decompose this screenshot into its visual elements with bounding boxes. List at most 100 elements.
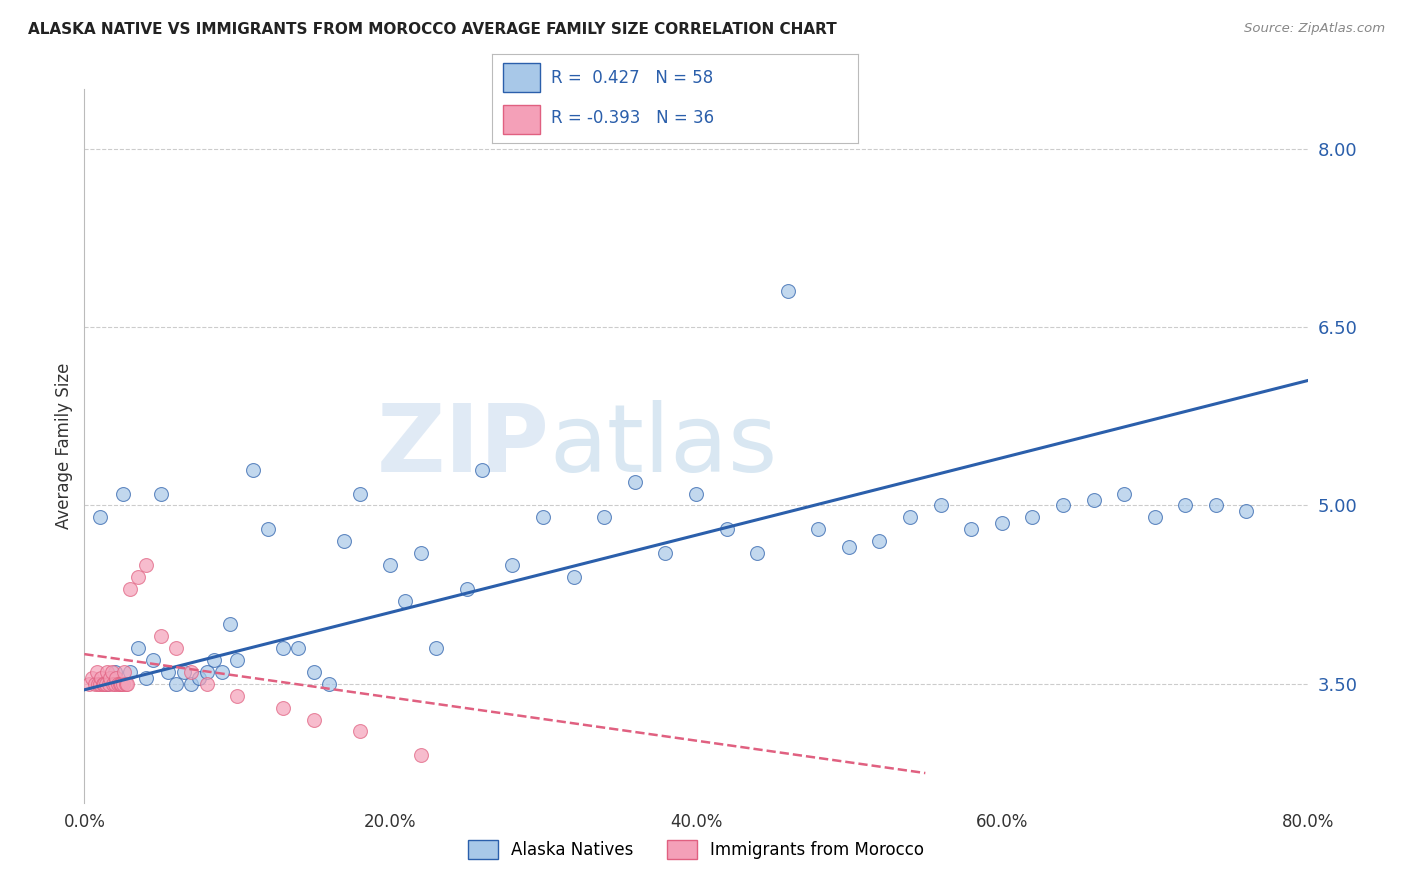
Point xyxy=(188,671,211,685)
Point xyxy=(593,510,616,524)
Point xyxy=(127,570,149,584)
Point xyxy=(86,665,108,679)
Point xyxy=(135,558,157,572)
Point xyxy=(394,593,416,607)
Point xyxy=(685,486,707,500)
Point xyxy=(96,677,118,691)
Point xyxy=(135,671,157,685)
Point xyxy=(157,665,180,679)
Point xyxy=(271,641,294,656)
Point xyxy=(149,629,172,643)
Point xyxy=(165,641,187,656)
Point xyxy=(302,713,325,727)
Point xyxy=(302,665,325,679)
Point xyxy=(108,677,131,691)
Text: atlas: atlas xyxy=(550,400,778,492)
Point xyxy=(142,653,165,667)
Point xyxy=(111,486,134,500)
Point xyxy=(287,641,309,656)
Point xyxy=(180,677,202,691)
Point xyxy=(960,522,983,536)
Point xyxy=(349,724,371,739)
Point xyxy=(271,700,294,714)
Point xyxy=(94,677,117,691)
Point xyxy=(380,558,402,572)
Point xyxy=(107,677,129,691)
Point xyxy=(1205,499,1227,513)
Point xyxy=(1174,499,1197,513)
Point xyxy=(898,510,921,524)
Point xyxy=(838,540,860,554)
Point xyxy=(195,677,218,691)
Point xyxy=(77,677,100,691)
Point xyxy=(226,653,249,667)
Point xyxy=(471,463,494,477)
Text: R =  0.427   N = 58: R = 0.427 N = 58 xyxy=(551,69,713,87)
Point xyxy=(104,665,127,679)
Point xyxy=(202,653,225,667)
Point xyxy=(105,671,128,685)
Point xyxy=(195,665,218,679)
Point xyxy=(502,558,524,572)
Point xyxy=(165,677,187,691)
FancyBboxPatch shape xyxy=(503,105,540,134)
Point xyxy=(1236,504,1258,518)
Point xyxy=(110,677,132,691)
Text: ZIP: ZIP xyxy=(377,400,550,492)
Point xyxy=(90,671,112,685)
Point xyxy=(257,522,280,536)
Point xyxy=(120,665,142,679)
Point xyxy=(93,677,115,691)
Point xyxy=(103,677,125,691)
Point xyxy=(747,546,769,560)
Point xyxy=(98,671,121,685)
Point xyxy=(80,671,103,685)
Point xyxy=(716,522,738,536)
Point xyxy=(1021,510,1043,524)
Point xyxy=(112,665,135,679)
Point xyxy=(991,516,1014,531)
Point xyxy=(1052,499,1074,513)
Point xyxy=(425,641,447,656)
Point xyxy=(91,677,114,691)
Legend: Alaska Natives, Immigrants from Morocco: Alaska Natives, Immigrants from Morocco xyxy=(461,833,931,866)
Point xyxy=(97,677,120,691)
Point xyxy=(318,677,340,691)
Point xyxy=(218,617,240,632)
Point xyxy=(1114,486,1136,500)
Point xyxy=(869,534,891,549)
Point xyxy=(180,665,202,679)
Point xyxy=(929,499,952,513)
Point xyxy=(226,689,249,703)
Point xyxy=(89,510,111,524)
Point xyxy=(111,677,134,691)
Point xyxy=(127,641,149,656)
Point xyxy=(101,665,124,679)
Point xyxy=(807,522,830,536)
Point xyxy=(409,546,432,560)
Point xyxy=(89,677,111,691)
Point xyxy=(115,677,138,691)
Point xyxy=(409,748,432,763)
Point xyxy=(531,510,554,524)
Point xyxy=(87,677,110,691)
Point xyxy=(776,285,799,299)
Point xyxy=(96,665,118,679)
Point xyxy=(173,665,195,679)
Point xyxy=(333,534,356,549)
Point xyxy=(624,475,647,489)
Point xyxy=(120,582,142,596)
Text: ALASKA NATIVE VS IMMIGRANTS FROM MOROCCO AVERAGE FAMILY SIZE CORRELATION CHART: ALASKA NATIVE VS IMMIGRANTS FROM MOROCCO… xyxy=(28,22,837,37)
Point xyxy=(562,570,585,584)
Point xyxy=(349,486,371,500)
Point xyxy=(242,463,264,477)
Point xyxy=(1143,510,1166,524)
Point xyxy=(1083,492,1105,507)
Text: R = -0.393   N = 36: R = -0.393 N = 36 xyxy=(551,109,714,127)
Point xyxy=(654,546,676,560)
Point xyxy=(114,677,136,691)
Y-axis label: Average Family Size: Average Family Size xyxy=(55,363,73,529)
Point xyxy=(456,582,478,596)
Point xyxy=(149,486,172,500)
Point xyxy=(211,665,233,679)
